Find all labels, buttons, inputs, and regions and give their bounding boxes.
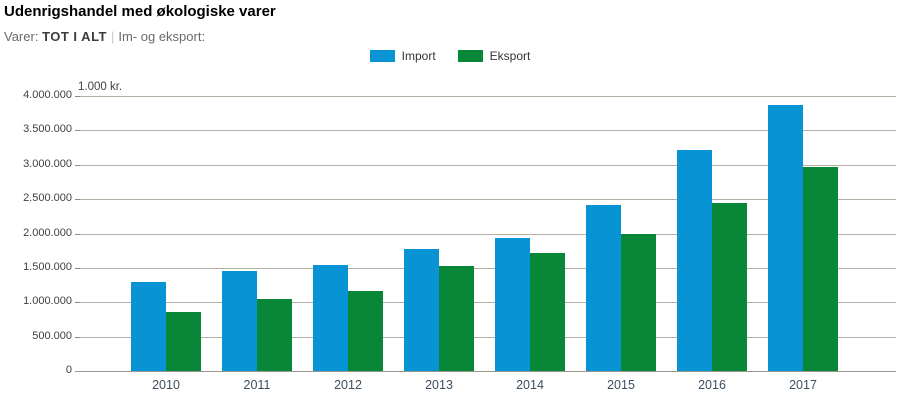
bar-import-2010[interactable] [131,282,166,371]
legend-item-import[interactable]: Import [369,49,436,63]
varer-value: TOT I ALT [42,29,107,44]
bar-import-2014[interactable] [495,238,530,371]
y-axis-tick [75,96,80,97]
bar-import-2016[interactable] [677,150,712,371]
bar-eksport-2014[interactable] [530,253,565,371]
y-axis-tick-label: 2.000.000 [23,227,72,239]
gridline [80,96,896,97]
x-axis-label-2014: 2014 [516,378,544,392]
legend-label-import: Import [401,49,436,63]
bar-eksport-2016[interactable] [712,203,747,371]
legend-item-eksport[interactable]: Eksport [457,49,531,63]
bar-import-2017[interactable] [768,105,803,371]
subtitle-measure: Im- og eksport: [118,29,206,44]
eksport-swatch-icon [457,50,483,62]
bar-import-2012[interactable] [313,265,348,371]
x-axis-label-2012: 2012 [334,378,362,392]
bar-eksport-2011[interactable] [257,299,292,371]
y-axis-tick-label: 500.000 [32,330,72,342]
bar-import-2013[interactable] [404,249,439,371]
bar-eksport-2013[interactable] [439,266,474,371]
y-axis-tick-label: 2.500.000 [23,192,72,204]
x-axis-label-2013: 2013 [425,378,453,392]
gridline [80,302,896,303]
y-axis-tick [75,268,80,269]
x-axis-baseline [75,371,896,372]
x-axis-label-2011: 2011 [243,378,271,392]
y-axis-tick-label: 0 [65,364,72,376]
bar-import-2015[interactable] [586,205,621,371]
gridline [80,234,896,235]
legend-label-eksport: Eksport [489,49,531,63]
subtitle-separator: | [110,29,115,44]
y-axis-tick-label: 1.000.000 [23,295,72,307]
y-axis-tick-label: 4.000.000 [23,89,72,101]
bar-eksport-2017[interactable] [803,167,838,371]
legend: Import Eksport [0,49,900,63]
bar-eksport-2010[interactable] [166,312,201,371]
x-axis-label-2015: 2015 [607,378,635,392]
bar-eksport-2012[interactable] [348,291,383,371]
y-axis-tick [75,130,80,131]
gridline [80,165,896,166]
chart-subtitle: Varer: TOT I ALT | Im- og eksport: [4,29,205,44]
y-axis-tick [75,199,80,200]
bar-import-2011[interactable] [222,271,257,371]
gridline [80,268,896,269]
gridline [80,199,896,200]
y-axis-tick-label: 3.000.000 [23,158,72,170]
bar-eksport-2015[interactable] [621,234,656,371]
y-axis-tick-label: 3.500.000 [23,123,72,135]
x-axis-label-2010: 2010 [152,378,180,392]
y-axis-tick [75,165,80,166]
y-axis-tick [75,337,80,338]
x-axis-label-2017: 2017 [789,378,817,392]
y-axis-tick [75,234,80,235]
gridline [80,337,896,338]
varer-label: Varer: [4,29,39,44]
gridline [80,130,896,131]
y-axis-tick-label: 1.500.000 [23,261,72,273]
y-axis-unit-label: 1.000 kr. [78,81,123,93]
chart-title: Udenrigshandel med økologiske varer [4,3,276,20]
import-swatch-icon [369,50,395,62]
y-axis-tick [75,302,80,303]
x-axis-label-2016: 2016 [698,378,726,392]
